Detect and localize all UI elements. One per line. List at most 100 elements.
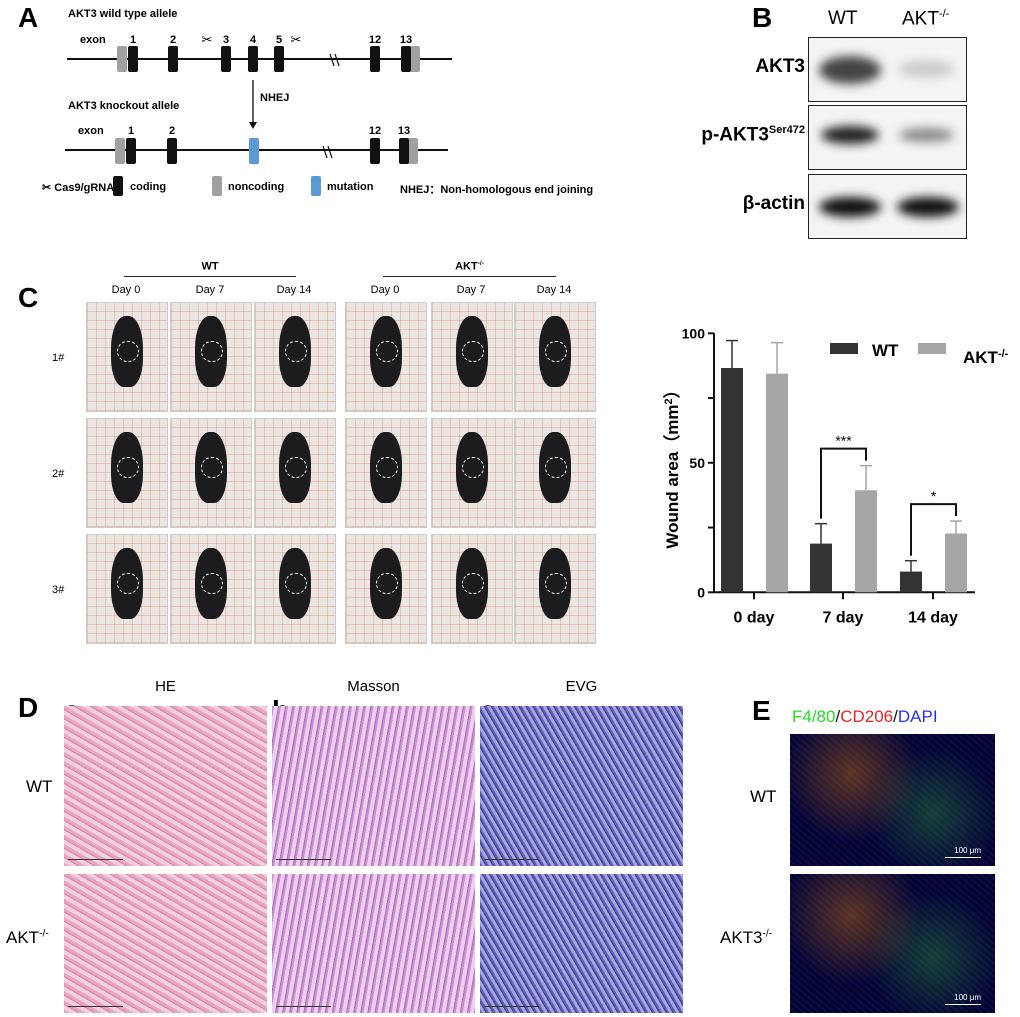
row-label: WT: [750, 787, 776, 807]
panel-e-title: F4/80/CD206/DAPI: [792, 707, 938, 727]
panel-a-label: A: [18, 2, 39, 33]
coding-exon: [248, 46, 258, 72]
band: [897, 197, 959, 217]
significance-label: *: [931, 488, 937, 504]
lane-wt: WT: [828, 8, 858, 29]
row-label: WT: [26, 777, 52, 797]
wound-outline: [376, 456, 398, 479]
exon-number: 1: [130, 34, 136, 46]
noncoding-exon: [115, 138, 125, 164]
scale-bar: [276, 1006, 331, 1007]
row-label-text: AKT3: [720, 928, 763, 947]
break-mark: [329, 53, 340, 67]
wound-outline: [545, 340, 567, 363]
significance-label: ***: [835, 433, 852, 449]
wound-outline: [117, 456, 139, 479]
nhej-arrow-label: NHEJ: [260, 92, 290, 104]
noncoding-exon: [410, 46, 420, 72]
exon-number: 1: [128, 125, 134, 137]
wound-outline: [545, 572, 567, 595]
blot-label-actin: β-actin: [743, 193, 805, 215]
wound-outline: [201, 340, 223, 363]
panel-b-label: B: [752, 2, 773, 33]
group-label-text: WT: [201, 260, 219, 273]
bar-wt: [721, 368, 743, 593]
legend-cas9-text: Cas9/gRNA: [54, 182, 115, 194]
day-label: Day 14: [276, 284, 312, 296]
mouse-photo: [254, 418, 336, 528]
coding-exon: [274, 46, 284, 72]
legend-coding: coding: [130, 181, 167, 193]
blot-label-pakt3: p-AKT3Ser472: [701, 124, 805, 146]
legend-label-akt: AKT-/-: [963, 348, 1009, 367]
wound-outline: [285, 572, 307, 595]
wound-outline: [201, 456, 223, 479]
mouse-photo: [170, 418, 252, 528]
legend-coding-swatch: [113, 176, 123, 196]
break-mark: [322, 145, 333, 159]
blot-akt3: [808, 37, 967, 102]
scale-bar: [484, 1006, 539, 1007]
blot-label-text: β-actin: [742, 193, 805, 214]
coding-exon: [167, 138, 177, 164]
panel-e-label: E: [752, 695, 771, 726]
mutation-exon: [249, 138, 259, 164]
title-part: /: [893, 707, 898, 726]
bar-akt: [855, 490, 877, 593]
scissors-icon: ✂: [42, 182, 52, 194]
exon-number: 2: [170, 34, 176, 46]
legend-noncoding-swatch: [212, 176, 222, 196]
mouse-photo: [86, 418, 168, 528]
group-label-sup: -/-: [477, 260, 484, 267]
allele-diagram: 1 2 3 4 5 12 131 2 12 13✂ ✂: [65, 32, 452, 196]
mouse-photo: [345, 534, 427, 644]
blot-label-text: p-AKT3: [701, 124, 769, 146]
histology-image: [272, 874, 475, 1013]
fluorescence-image: 100 μm: [790, 734, 995, 866]
scale-bar: [68, 859, 123, 860]
column-title: Masson: [347, 678, 400, 695]
panel-d-label: D: [18, 692, 39, 723]
scissors-icon: ✂: [291, 32, 302, 47]
title-part: DAPI: [897, 707, 938, 726]
y-label-part: Wound area（mm: [662, 404, 682, 548]
x-tick-label: 14 day: [908, 609, 958, 626]
legend-label-wt: WT: [872, 341, 899, 360]
title-part: F4/80: [792, 707, 836, 726]
legend-label-akt-sup: -/-: [998, 348, 1009, 360]
histology-image: [64, 874, 267, 1013]
coding-exon: [399, 138, 409, 164]
significance-bracket: [910, 503, 957, 556]
coding-exon: [370, 46, 380, 72]
legend-mutation-swatch: [311, 176, 321, 196]
bar-akt: [766, 373, 788, 593]
scale-bar: [484, 859, 539, 860]
noncoding-exon: [117, 46, 127, 72]
band: [899, 128, 954, 142]
mouse-photo: [170, 302, 252, 412]
histology-image: [272, 706, 475, 866]
mouse-photo: [431, 418, 513, 528]
group-label: WT: [86, 260, 334, 273]
blot-label-sup: Ser472: [768, 124, 805, 136]
lane-akt-ko: AKT-/-: [902, 8, 949, 30]
coding-exon: [126, 138, 136, 164]
mouse-photo: [514, 418, 596, 528]
group-underline: [124, 276, 296, 277]
exon-number: 12: [369, 34, 381, 46]
wound-outline: [285, 340, 307, 363]
ko-allele-title: AKT3 knockout allele: [68, 100, 180, 112]
mouse-photo: [345, 418, 427, 528]
exon-number: 12: [369, 125, 381, 137]
blot-label-akt3: AKT3: [755, 56, 805, 78]
coding-exon: [128, 46, 138, 72]
coding-exon: [401, 46, 411, 72]
blot-actin: [808, 174, 967, 239]
x-tick-label: 0 day: [734, 609, 775, 626]
mouse-photo: [86, 302, 168, 412]
bar-wt: [900, 571, 922, 593]
mouse-photo: [514, 302, 596, 412]
mouse-photo: [514, 534, 596, 644]
wound-outline: [462, 340, 484, 363]
